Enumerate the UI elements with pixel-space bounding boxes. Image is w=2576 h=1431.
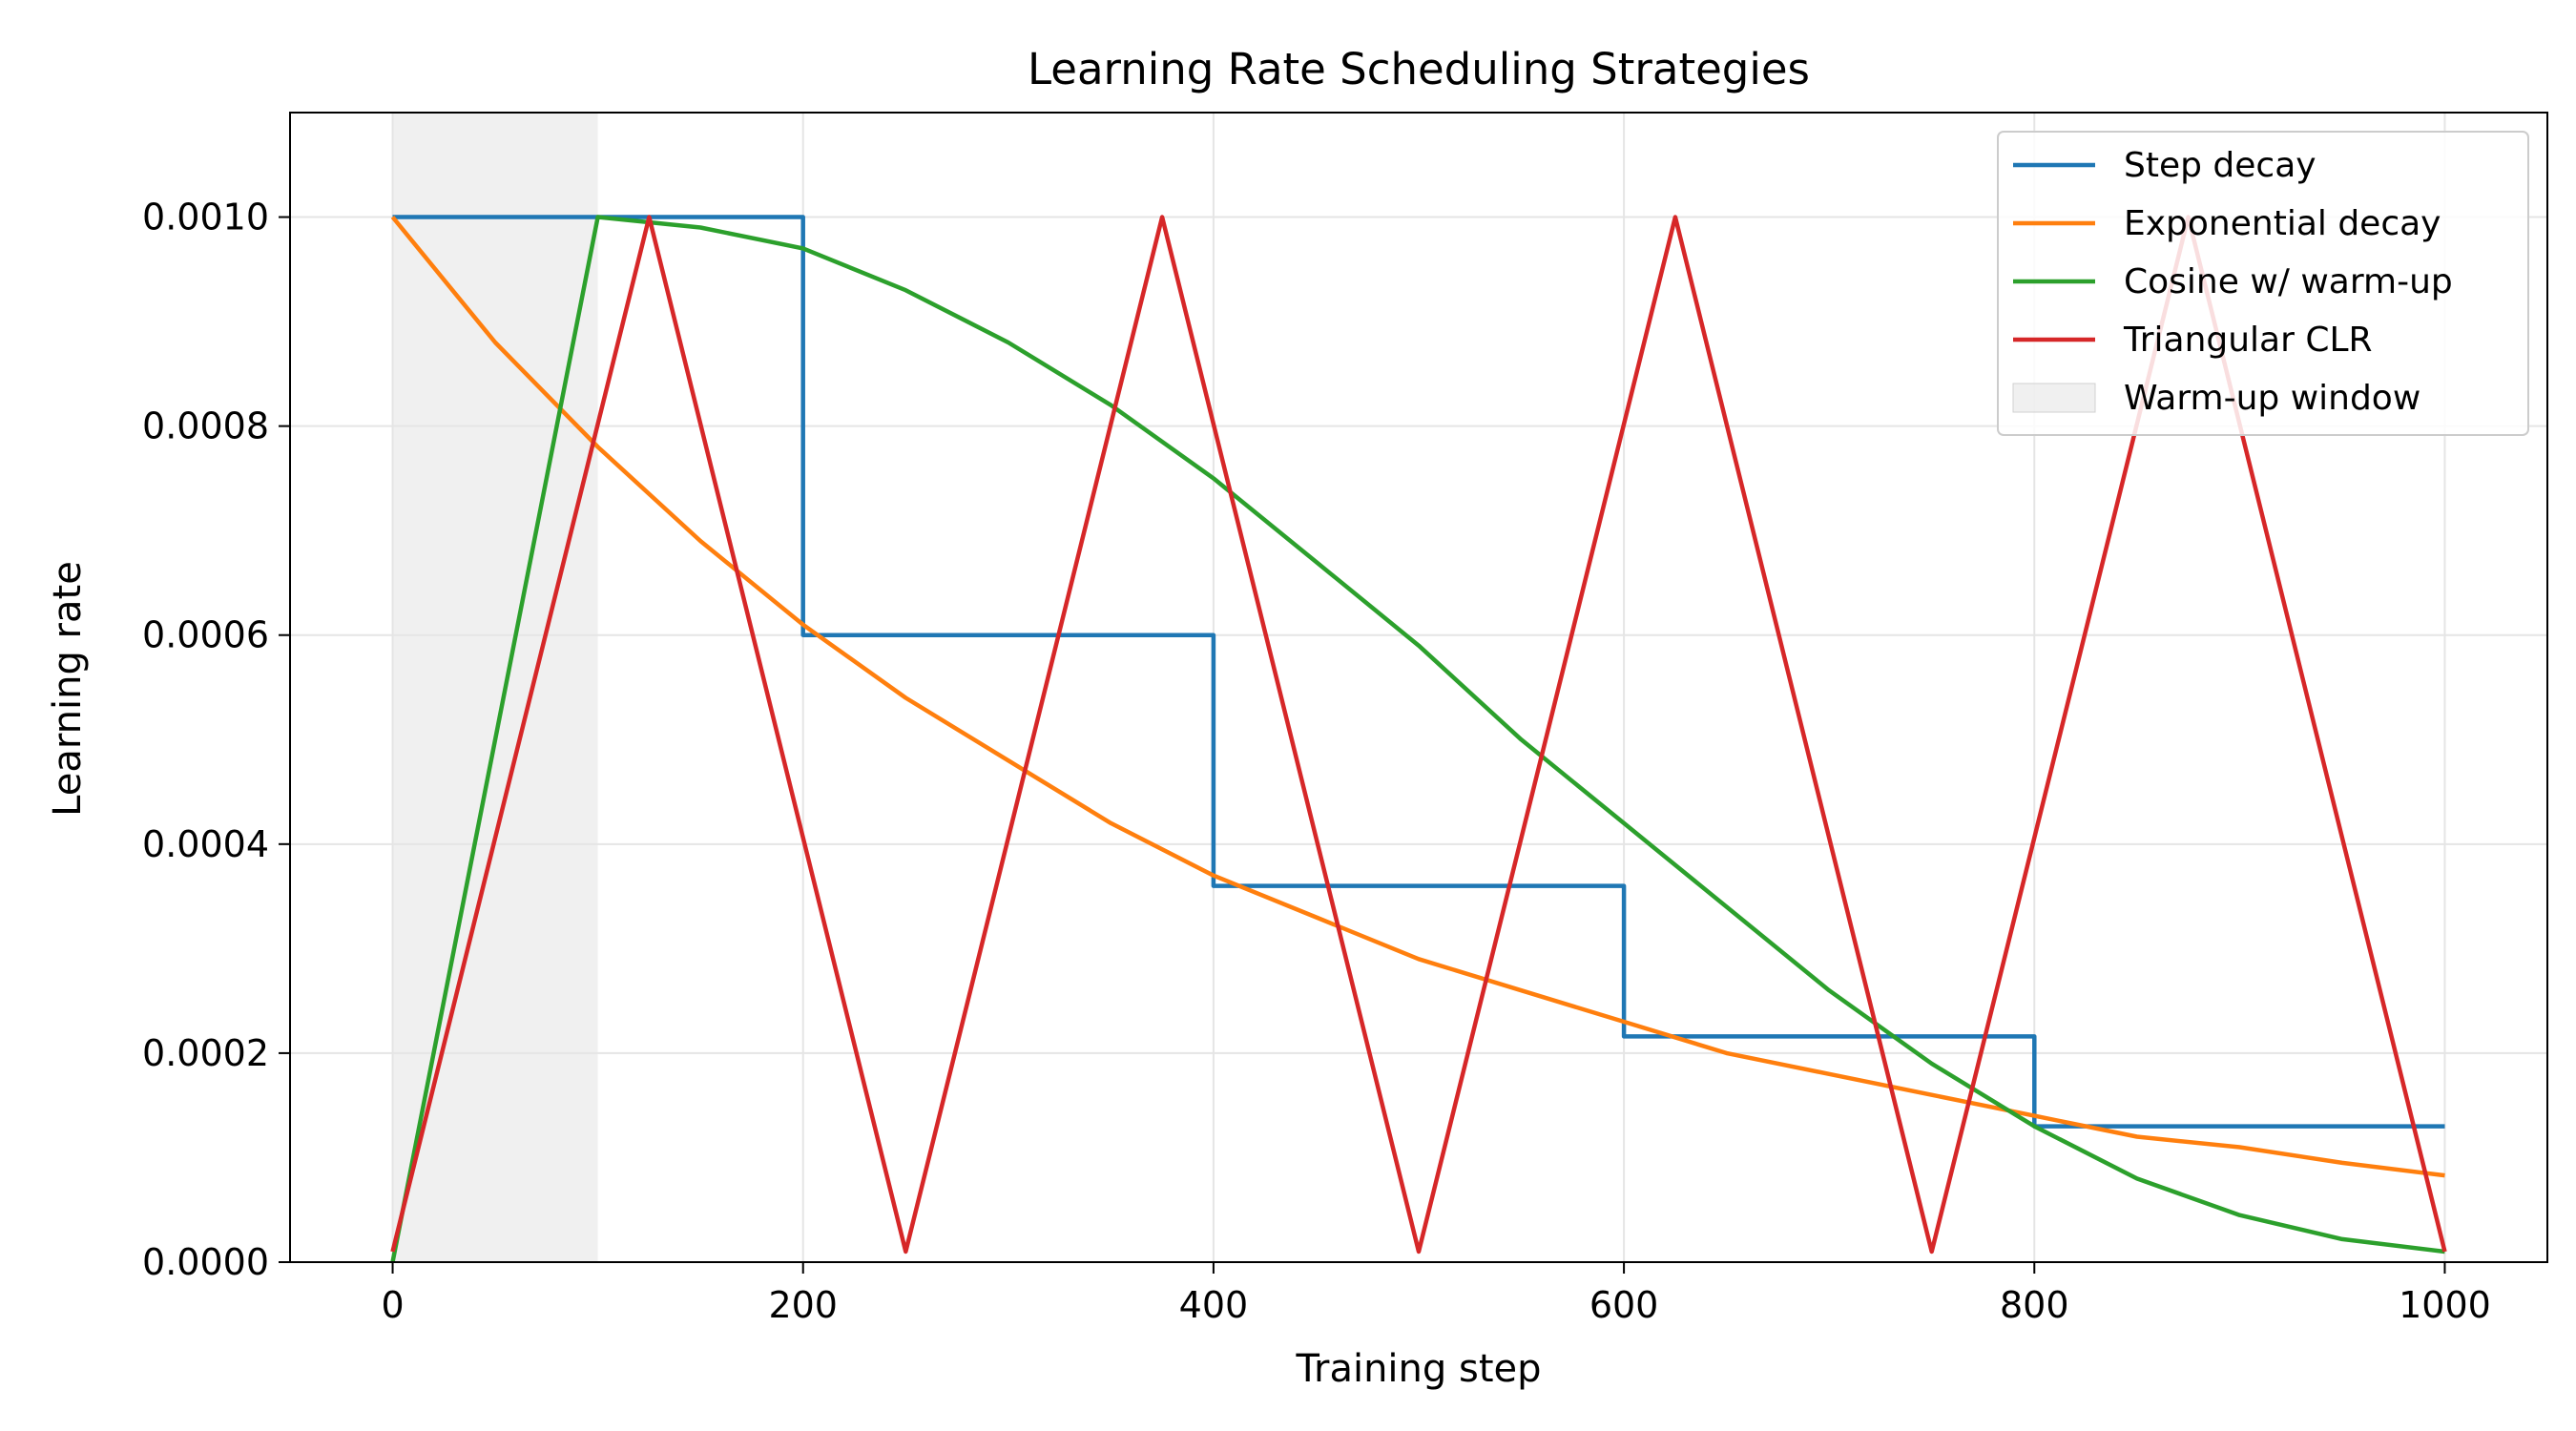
- legend-entries: Step decay Exponential decay Cosine w/ war…: [2012, 146, 2453, 418]
- x-tick-label: 1000: [2399, 1284, 2491, 1326]
- x-axis-ticks: 0 200 400 600 800 1000: [381, 1262, 2491, 1326]
- plot-area: 0 200 400 600 800 1000 0.00000.00020.00040.00…: [142, 112, 2548, 1326]
- legend-label-warm-up-window: Warm-up window: [2124, 379, 2420, 418]
- y-tick-label: 0.0010: [142, 197, 269, 238]
- legend-swatch-warm-up-window: [2012, 383, 2096, 413]
- series-line-cosine-w-warm-up: [390, 215, 2445, 1263]
- y-tick-label: 0.0008: [142, 405, 269, 447]
- series-line-triangular-clr: [390, 215, 2447, 1255]
- y-tick-label: 0.0000: [142, 1241, 269, 1283]
- x-tick-label: 0: [381, 1284, 404, 1326]
- warm-up-window-band: [392, 113, 598, 1262]
- x-tick-label: 400: [1179, 1284, 1249, 1326]
- x-axis-label: Training step: [1295, 1347, 1541, 1391]
- legend-label-step-decay: Step decay: [2124, 146, 2316, 185]
- y-axis-label: Learning rate: [46, 561, 90, 817]
- warm-up-window-region: [392, 113, 598, 1262]
- legend: Step decay Exponential decay Cosine w/ war…: [1997, 131, 2529, 436]
- y-axis-ticks: 0.0000 0.0002 0.0004 0.0006 0.0008 0.0010: [142, 197, 290, 1283]
- series-lines: [390, 215, 2447, 1263]
- x-tick-label: 800: [2000, 1284, 2069, 1326]
- y-tick-label: 0.0004: [142, 823, 269, 865]
- axes-frame: [289, 112, 2548, 1263]
- y-tick-label: 0.0002: [142, 1032, 269, 1074]
- chart-title: Learning Rate Scheduling Strategies: [1028, 44, 1810, 94]
- x-tick-label: 200: [768, 1284, 838, 1326]
- legend-label-cosine-w-warm-up: Cosine w/ warm-up: [2124, 262, 2453, 301]
- legend-label-triangular-clr: Triangular CLR: [2123, 321, 2373, 360]
- x-tick-label: 600: [1589, 1284, 1659, 1326]
- legend-box: [1997, 131, 2529, 436]
- legend-label-exponential-decay: Exponential decay: [2124, 204, 2441, 243]
- y-tick-label: 0.0006: [142, 614, 269, 656]
- series-line-step-decay: [392, 215, 2445, 1129]
